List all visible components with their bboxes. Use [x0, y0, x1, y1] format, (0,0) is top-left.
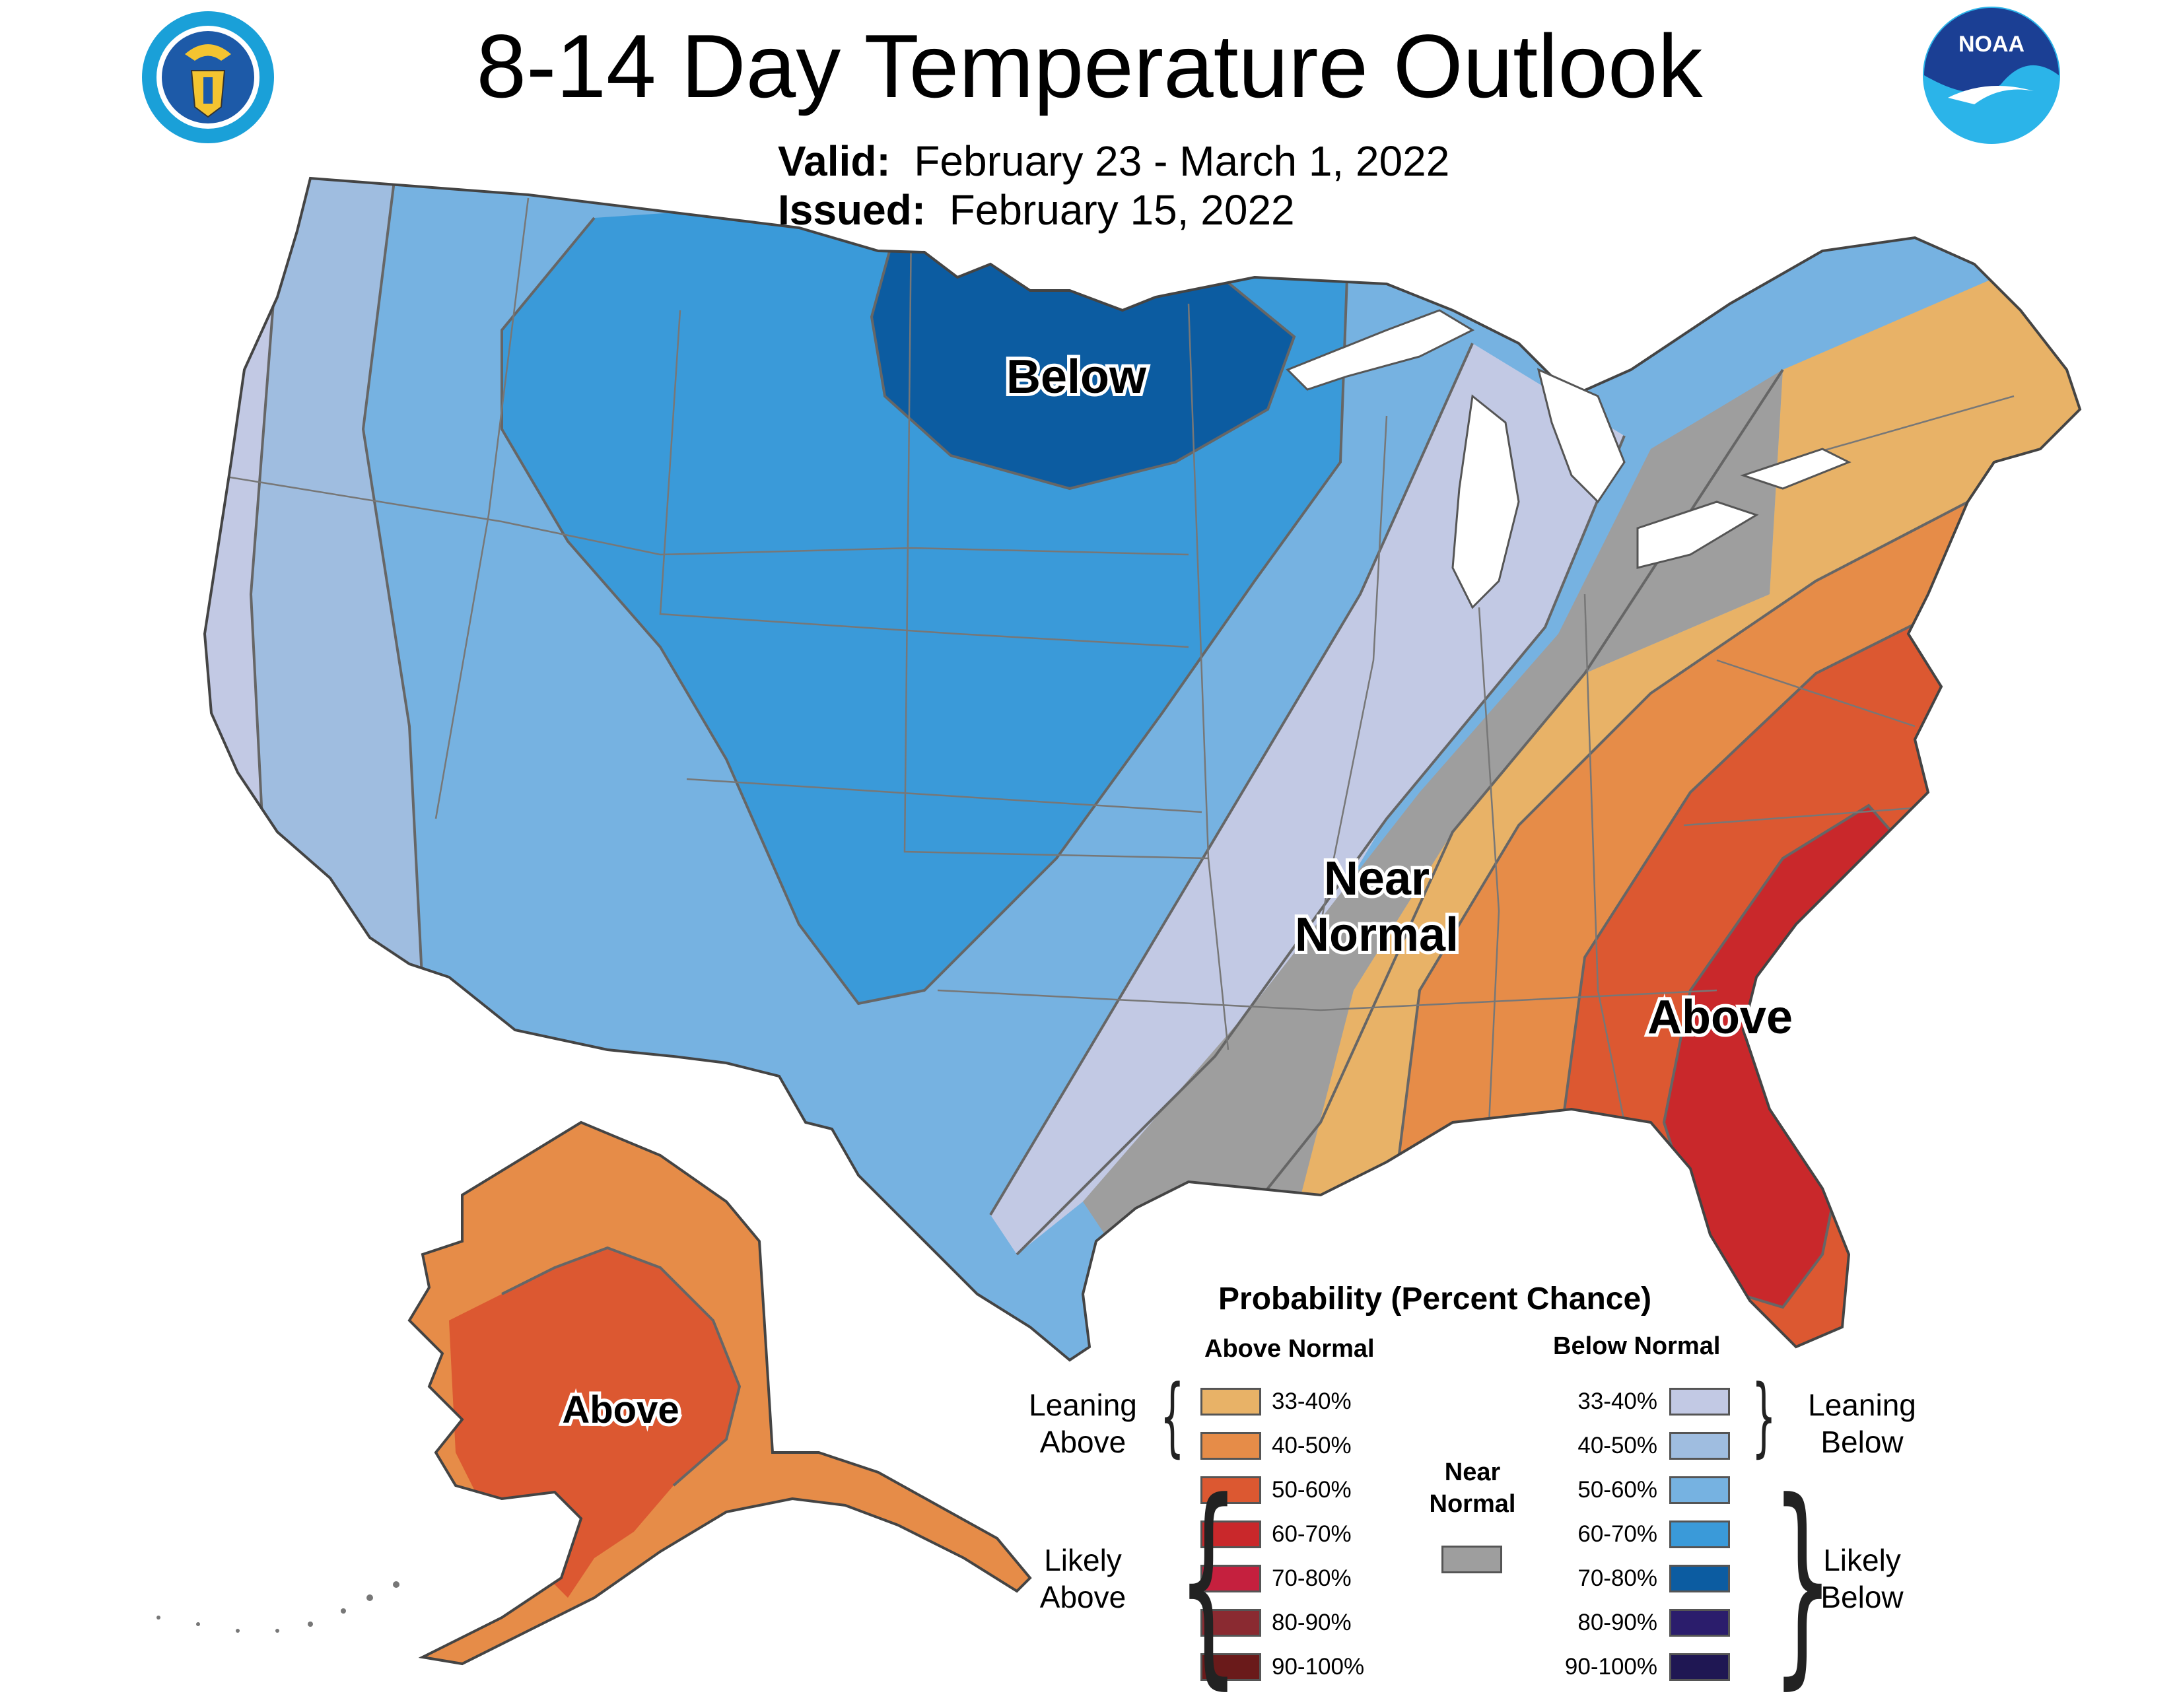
legend-swatch [1669, 1432, 1730, 1460]
legend-likely-below-2: Below [1820, 1580, 1904, 1614]
legend-swatch-label: 33-40% [1272, 1388, 1352, 1414]
legend-likely-above-2: Above [1039, 1580, 1126, 1614]
issued-date: February 15, 2022 [949, 186, 1295, 234]
valid-line: Valid: February 23 - March 1, 2022 [778, 136, 1449, 186]
legend-brace: } [1771, 1454, 1834, 1708]
legend-swatch-label: 50-60% [1272, 1477, 1352, 1503]
valid-dates: February 23 - March 1, 2022 [914, 137, 1450, 185]
alaska-outline [407, 1120, 1032, 1666]
legend-swatch [1669, 1476, 1730, 1504]
label-below: Below [1006, 351, 1147, 403]
legend-title: Probability (Percent Chance) [1218, 1281, 1652, 1316]
legend-below-item: 70-80% [1552, 1562, 1730, 1595]
noaa-logo: NOAA [1923, 7, 2060, 144]
legend-below-item: 60-70% [1552, 1518, 1730, 1551]
legend-below-item: 40-50% [1552, 1429, 1730, 1462]
legend-leaning-above-1: Leaning [1029, 1388, 1137, 1422]
legend-above-item: 90-100% [1200, 1651, 1364, 1684]
label-near-normal-line2: Normal [1295, 908, 1459, 961]
legend-swatch-label: 33-40% [1577, 1388, 1657, 1414]
legend-likely-below-1: Likely [1823, 1543, 1901, 1577]
legend-swatch-label: 40-50% [1272, 1433, 1352, 1458]
issued-label: Issued: [778, 186, 926, 234]
legend-above-header: Above Normal [1204, 1335, 1375, 1363]
legend-swatch [1200, 1565, 1261, 1592]
legend-likely-above-1: Likely [1044, 1543, 1122, 1577]
legend-swatch-label: 50-60% [1577, 1477, 1657, 1503]
label-above-east: Above [1647, 991, 1793, 1044]
label-above-alaska: Above [562, 1388, 679, 1431]
legend-above-item: 80-90% [1200, 1606, 1352, 1639]
legend-leaning-above-2: Above [1039, 1425, 1126, 1459]
legend-swatch [1200, 1653, 1261, 1681]
great-lakes [1286, 309, 1851, 609]
label-near-normal-line1: Near [1324, 852, 1430, 905]
legend-leaning-below: Leaning Below [1789, 1386, 1935, 1460]
legend-likely-below: Likely Below [1789, 1542, 1935, 1616]
commerce-seal-logo [142, 11, 274, 143]
svg-text:NOAA: NOAA [1958, 32, 2024, 57]
conus-outline [203, 176, 2082, 1362]
legend-above-item: 33-40% [1200, 1385, 1352, 1418]
legend-swatch [1669, 1565, 1730, 1592]
legend-below-item: 33-40% [1552, 1385, 1730, 1418]
legend-below-header: Below Normal [1553, 1332, 1721, 1360]
legend-swatch-label: 70-80% [1272, 1565, 1352, 1591]
legend-swatch-label: 40-50% [1577, 1433, 1657, 1458]
legend-swatch-label: 60-70% [1272, 1521, 1352, 1547]
legend-swatch-label: 80-90% [1272, 1610, 1352, 1635]
aleutian-islands [156, 1581, 399, 1633]
legend-swatch-label: 70-80% [1577, 1565, 1657, 1591]
legend-below-item: 80-90% [1552, 1606, 1730, 1639]
legend-swatch [1669, 1609, 1730, 1637]
legend-near-line1: Near [1444, 1458, 1501, 1486]
legend-near-line2: Normal [1429, 1490, 1516, 1518]
legend-swatch-label: 80-90% [1577, 1610, 1657, 1635]
legend-above-item: 60-70% [1200, 1518, 1352, 1551]
legend-below-item: 90-100% [1552, 1651, 1730, 1684]
legend-likely-above: Likely Above [1010, 1542, 1156, 1616]
legend-leaning-below-1: Leaning [1808, 1388, 1916, 1422]
legend-above-item: 50-60% [1200, 1474, 1352, 1507]
legend-swatch [1200, 1476, 1261, 1504]
legend-below-item: 50-60% [1552, 1474, 1730, 1507]
legend-above-item: 70-80% [1200, 1562, 1352, 1595]
legend-swatch [1200, 1609, 1261, 1637]
legend-leaning-above: Leaning Above [1010, 1386, 1156, 1460]
legend-swatch [1669, 1388, 1730, 1416]
legend-leaning-below-2: Below [1820, 1425, 1904, 1459]
issued-line: Issued: February 15, 2022 [778, 185, 1295, 235]
legend-swatch [1200, 1520, 1261, 1548]
legend-above-item: 40-50% [1200, 1429, 1352, 1462]
legend-swatch [1200, 1388, 1261, 1416]
legend-swatch-label: 90-100% [1272, 1654, 1365, 1680]
legend-swatch [1669, 1520, 1730, 1548]
legend-brace: { [1159, 1366, 1185, 1466]
legend-swatch-label: 60-70% [1577, 1521, 1657, 1547]
page-title: 8-14 Day Temperature Outlook [476, 16, 1703, 116]
legend-brace: { [1177, 1454, 1240, 1708]
legend-near-normal-label: Near Normal [1420, 1456, 1525, 1520]
legend-swatch [1669, 1653, 1730, 1681]
legend-swatch-label: 90-100% [1564, 1654, 1657, 1680]
legend-brace: } [1751, 1366, 1776, 1466]
legend-swatch [1200, 1432, 1261, 1460]
legend-near-normal-swatch [1441, 1546, 1502, 1573]
valid-label: Valid: [778, 137, 891, 185]
